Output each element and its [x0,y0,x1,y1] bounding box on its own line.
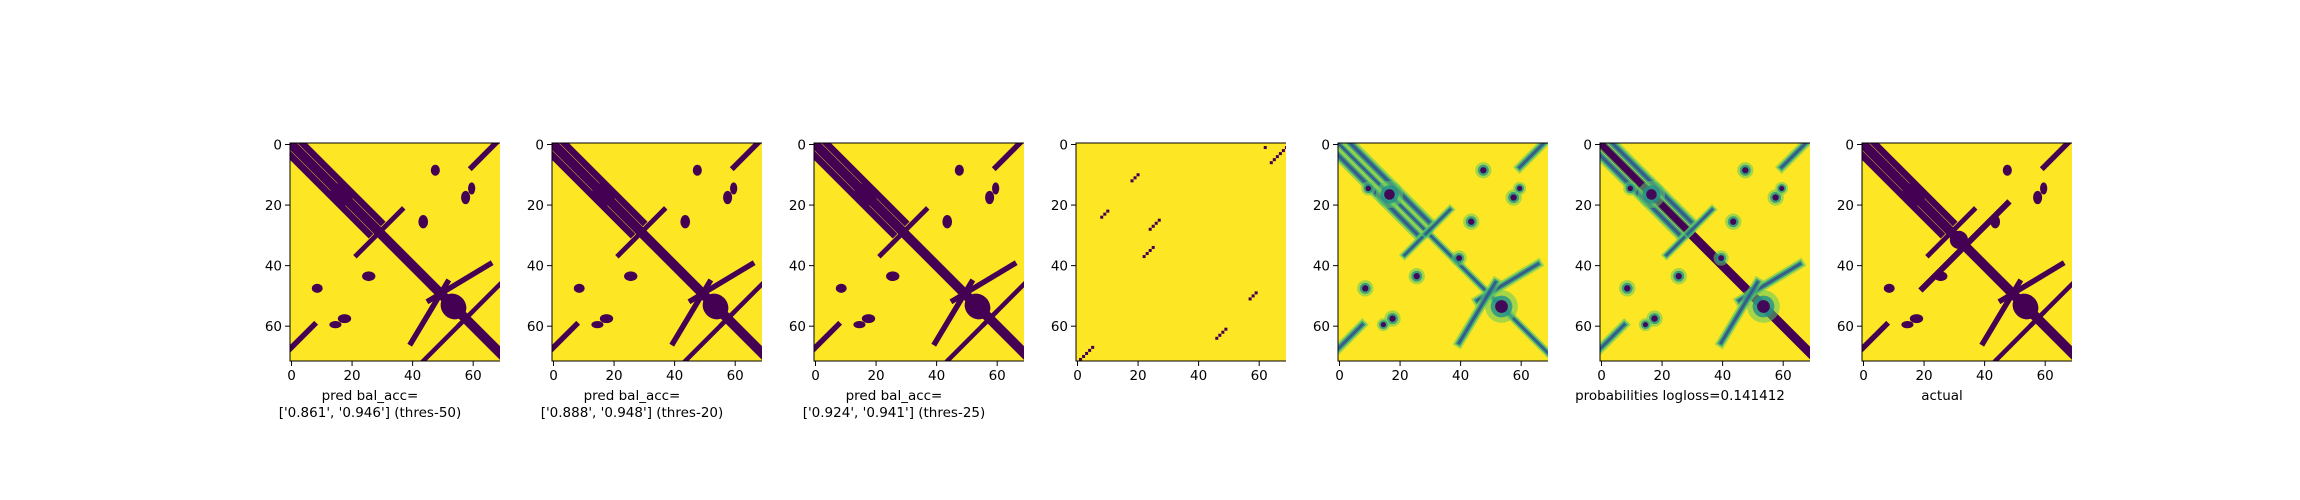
y-tick-label: 20 [527,198,544,214]
heatmap-4-plot: 0 20 40 60 0 20 40 60 [1051,138,1286,384]
heatmap-5: 0 20 40 60 0 20 40 60 [1313,138,1548,384]
heatmap-7-image [1862,143,2072,361]
heatmap-5-frame [1337,142,1548,362]
x-tick-label: 40 [666,368,683,384]
x-tick-label: 20 [605,368,622,384]
heatmap-3: 0 20 40 60 0 20 40 60 [789,138,1024,384]
x-tick-label: 0 [811,368,820,384]
heatmap-5-plot: 0 20 40 60 0 20 40 60 [1313,138,1548,384]
y-tick-label: 40 [1575,259,1592,275]
x-tick-label: 60 [989,368,1006,384]
heatmap-6-plot: 0 20 40 60 0 20 40 60 [1575,138,1810,384]
y-tick-label: 0 [1583,138,1592,154]
heatmap-4-frame [1075,142,1286,362]
x-tick-label: 60 [1251,368,1268,384]
y-tick-label: 40 [1051,259,1068,275]
x-tick-label: 0 [287,368,296,384]
panel-6-xlabel: probabilities logloss=0.141412 [1575,388,1785,404]
heatmap-5-image [1338,143,1548,361]
heatmap-6-image [1600,143,1810,361]
x-tick-label: 20 [1915,368,1932,384]
panel-1: 0 20 40 60 0 20 40 60 pred bal_acc= ['0.861', '… [240,0,500,500]
heatmap-7-frame [1861,142,2072,362]
heatmap-7-plot: 0 20 40 60 0 20 40 60 [1837,138,2072,384]
heatmap-2-plot: 0 20 40 60 0 20 40 60 [527,138,762,384]
y-tick-label: 20 [1313,198,1330,214]
x-tick-label: 20 [1653,368,1670,384]
x-tick-label: 40 [1976,368,1993,384]
heatmap-6-frame [1599,142,1810,362]
x-tick-label: 40 [1714,368,1731,384]
y-tick-label: 60 [527,319,544,335]
panel-1-xlabel: pred bal_acc= ['0.861', '0.946'] (thres-… [278,388,462,421]
x-tick-label: 0 [1073,368,1082,384]
panel-7: 0 20 40 60 0 20 40 60 actual [1812,0,2072,500]
x-tick-label: 40 [1452,368,1469,384]
heatmap-4: 0 20 40 60 0 20 40 60 [1051,138,1286,384]
panel-7-xlabel: actual [1921,388,1963,404]
heatmap-3-image [814,143,1024,361]
x-tick-label: 0 [1335,368,1344,384]
y-tick-label: 60 [1313,319,1330,335]
y-tick-label: 60 [265,319,282,335]
y-tick-label: 0 [1845,138,1854,154]
x-tick-label: 40 [404,368,421,384]
y-tick-label: 60 [1837,319,1854,335]
y-tick-label: 40 [265,259,282,275]
heatmap-1-plot: 0 20 40 60 0 20 40 60 [265,138,500,384]
x-tick-label: 0 [1597,368,1606,384]
y-tick-label: 20 [265,198,282,214]
heatmap-3-frame [813,142,1024,362]
heatmap-2-image [552,143,762,361]
y-tick-label: 40 [1313,259,1330,275]
heatmap-4-image [1076,143,1286,361]
y-tick-label: 0 [797,138,806,154]
x-tick-label: 0 [1859,368,1868,384]
y-tick-label: 40 [789,259,806,275]
heatmap-1: 0 20 40 60 0 20 40 60 [265,138,500,384]
y-tick-label: 0 [273,138,282,154]
panel-2-xlabel: pred bal_acc= ['0.888', '0.948'] (thres-… [540,388,724,421]
heatmap-3-plot: 0 20 40 60 0 20 40 60 [789,138,1024,384]
heatmap-1-frame [289,142,500,362]
panel-2: 0 20 40 60 0 20 40 60 pred bal_acc= ['0.888', '… [502,0,762,500]
y-tick-label: 20 [1837,198,1854,214]
y-tick-label: 20 [789,198,806,214]
x-tick-label: 40 [928,368,945,384]
heatmap-6: 0 20 40 60 0 20 40 60 [1575,138,1810,384]
y-tick-label: 40 [1837,259,1854,275]
x-tick-label: 20 [1391,368,1408,384]
panel-6: 0 20 40 60 0 20 40 60 probabilities logloss=0.1… [1550,0,1810,500]
heatmap-7: 0 20 40 60 0 20 40 60 [1837,138,2072,384]
panel-5: 0 20 40 60 0 20 40 60 [1288,0,1548,500]
y-tick-label: 0 [1059,138,1068,154]
x-tick-label: 60 [465,368,482,384]
x-tick-label: 20 [343,368,360,384]
y-tick-label: 20 [1051,198,1068,214]
x-tick-label: 60 [1513,368,1530,384]
heatmap-2: 0 20 40 60 0 20 40 60 [527,138,762,384]
y-tick-label: 40 [527,259,544,275]
x-tick-label: 60 [727,368,744,384]
heatmap-2-frame [551,142,762,362]
y-tick-label: 0 [535,138,544,154]
x-tick-label: 60 [1775,368,1792,384]
x-tick-label: 20 [1129,368,1146,384]
heatmap-1-image [290,143,500,361]
panel-3-xlabel: pred bal_acc= ['0.924', '0.941'] (thres-… [802,388,986,421]
y-tick-label: 60 [1051,319,1068,335]
x-tick-label: 20 [867,368,884,384]
panel-4: 0 20 40 60 0 20 40 60 [1026,0,1286,500]
y-tick-label: 0 [1321,138,1330,154]
panel-3: 0 20 40 60 0 20 40 60 pred bal_acc= ['0.924', '… [764,0,1024,500]
x-tick-label: 0 [549,368,558,384]
y-tick-label: 60 [789,319,806,335]
y-tick-label: 60 [1575,319,1592,335]
x-tick-label: 40 [1190,368,1207,384]
y-tick-label: 20 [1575,198,1592,214]
x-tick-label: 60 [2037,368,2054,384]
